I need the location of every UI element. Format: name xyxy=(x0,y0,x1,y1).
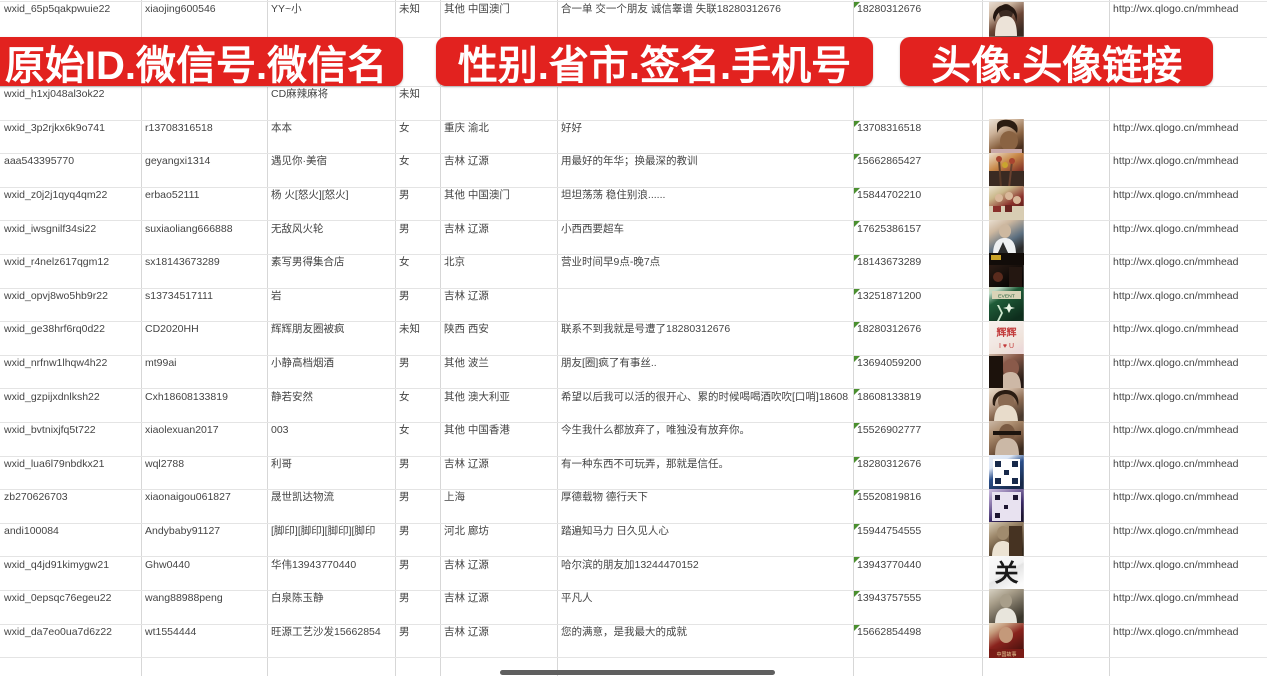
svg-text:关: 关 xyxy=(994,560,1018,587)
svg-text:EVENT: EVENT xyxy=(998,293,1015,299)
svg-text:中国故事: 中国故事 xyxy=(997,651,1017,658)
svg-text:辉辉: 辉辉 xyxy=(997,325,1017,338)
svg-text:I ♥ U: I ♥ U xyxy=(999,342,1014,349)
